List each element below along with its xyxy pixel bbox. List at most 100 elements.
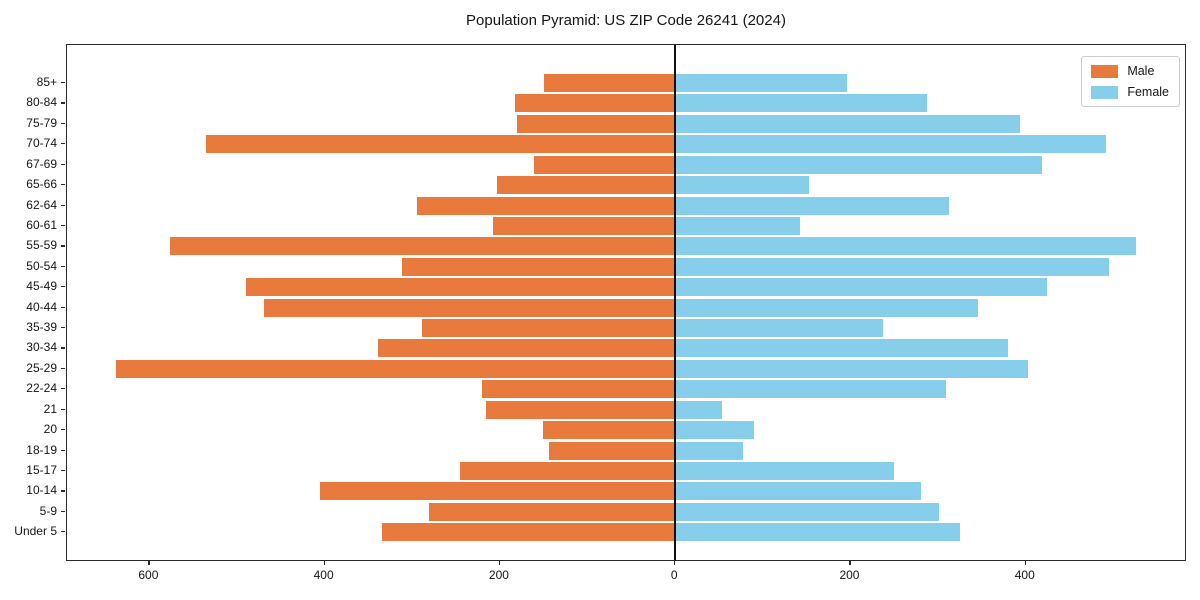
y-tick-mark [61,429,65,431]
male-bar [421,319,676,338]
female-bar [675,278,1047,297]
y-tick-label: 5-9 [39,503,57,518]
y-tick-mark [61,82,65,84]
y-tick-label: 21 [43,401,57,416]
male-bar [116,359,676,378]
y-tick-label: 25-29 [26,360,57,375]
x-tick-label: 400 [1014,568,1035,582]
y-tick-mark [61,265,65,267]
y-tick-label: Under 5 [14,524,57,539]
x-tick-mark [849,561,851,565]
female-bar [675,339,1009,358]
female-bar [675,237,1137,256]
y-tick-label: 35-39 [26,320,57,335]
male-bar [485,400,676,419]
female-bar [675,482,921,501]
y-tick-mark [61,490,65,492]
female-bar [675,94,927,113]
y-tick-label: 65-66 [26,177,57,192]
y-tick-label: 22-24 [26,381,57,396]
female-bar [675,74,847,92]
male-bar [245,278,676,297]
y-tick-mark [61,449,65,451]
y-tick-label: 50-54 [26,258,57,273]
male-bar [264,298,676,317]
y-tick-mark [61,102,65,104]
male-bar [534,155,676,174]
y-tick-label: 15-17 [26,462,57,477]
male-bar [497,176,676,195]
y-tick-mark [61,347,65,349]
y-tick-mark [61,224,65,227]
male-swatch-icon [1091,64,1119,78]
female-bar [675,523,960,542]
x-tick-label: 200 [488,568,509,582]
y-tick-mark [61,306,65,308]
female-bar [675,176,810,195]
male-bar [549,441,676,460]
y-tick-label: 40-44 [26,299,57,314]
zero-axis-line [674,45,676,560]
male-bar [206,135,676,154]
female-bar [675,359,1029,378]
y-tick-label: 62-64 [26,197,57,212]
y-tick-mark [61,122,65,125]
female-bar [675,135,1107,154]
legend-label-female: Female [1127,85,1169,99]
male-bar [169,237,676,256]
x-tick-mark [498,561,501,565]
male-bar [517,114,676,133]
y-tick-mark [61,408,65,410]
x-tick-mark [674,561,676,565]
y-tick-label: 60-61 [26,217,57,232]
legend: Male Female [1081,56,1180,107]
x-tick-mark [1024,561,1026,565]
y-tick-label: 55-59 [26,238,57,253]
male-bar [428,502,676,521]
x-tick-label: 400 [313,568,334,582]
male-bar [320,482,676,501]
female-bar [675,380,946,399]
female-swatch-icon [1091,85,1119,99]
female-bar [675,114,1021,133]
y-tick-label: 18-19 [26,442,57,457]
y-tick-label: 10-14 [26,483,57,498]
legend-item-female: Female [1091,85,1169,99]
male-bar [382,523,676,542]
legend-item-male: Male [1091,64,1169,78]
y-tick-mark [61,143,65,145]
male-bar [542,421,676,440]
x-tick-label: 600 [138,568,159,582]
female-bar [675,257,1109,276]
male-bar [514,94,676,113]
female-bar [675,298,978,317]
plot-area: Male Female [66,44,1186,561]
y-tick-mark [61,204,65,206]
female-bar [675,196,950,215]
y-tick-label: 30-34 [26,340,57,355]
y-tick-label: 70-74 [26,136,57,151]
female-bar [675,502,939,521]
legend-label-male: Male [1127,64,1155,78]
male-bar [378,339,676,358]
y-tick-label: 80-84 [26,95,57,110]
female-bar [675,155,1043,174]
y-tick-mark [61,184,65,186]
y-tick-mark [61,469,65,472]
female-bar [675,319,883,338]
male-bar [460,461,676,480]
x-tick-mark [148,561,150,565]
male-bar [481,380,676,399]
female-bar [675,421,755,440]
y-tick-label: 20 [43,422,57,437]
female-bar [675,461,895,480]
y-tick-mark [61,510,65,512]
female-bar [675,441,743,460]
y-tick-label: 67-69 [26,156,57,171]
y-tick-mark [61,367,65,370]
chart-title: Population Pyramid: US ZIP Code 26241 (2… [466,12,786,29]
y-tick-label: 85+ [36,75,57,89]
male-bar [401,257,676,276]
x-tick-label: 200 [839,568,860,582]
